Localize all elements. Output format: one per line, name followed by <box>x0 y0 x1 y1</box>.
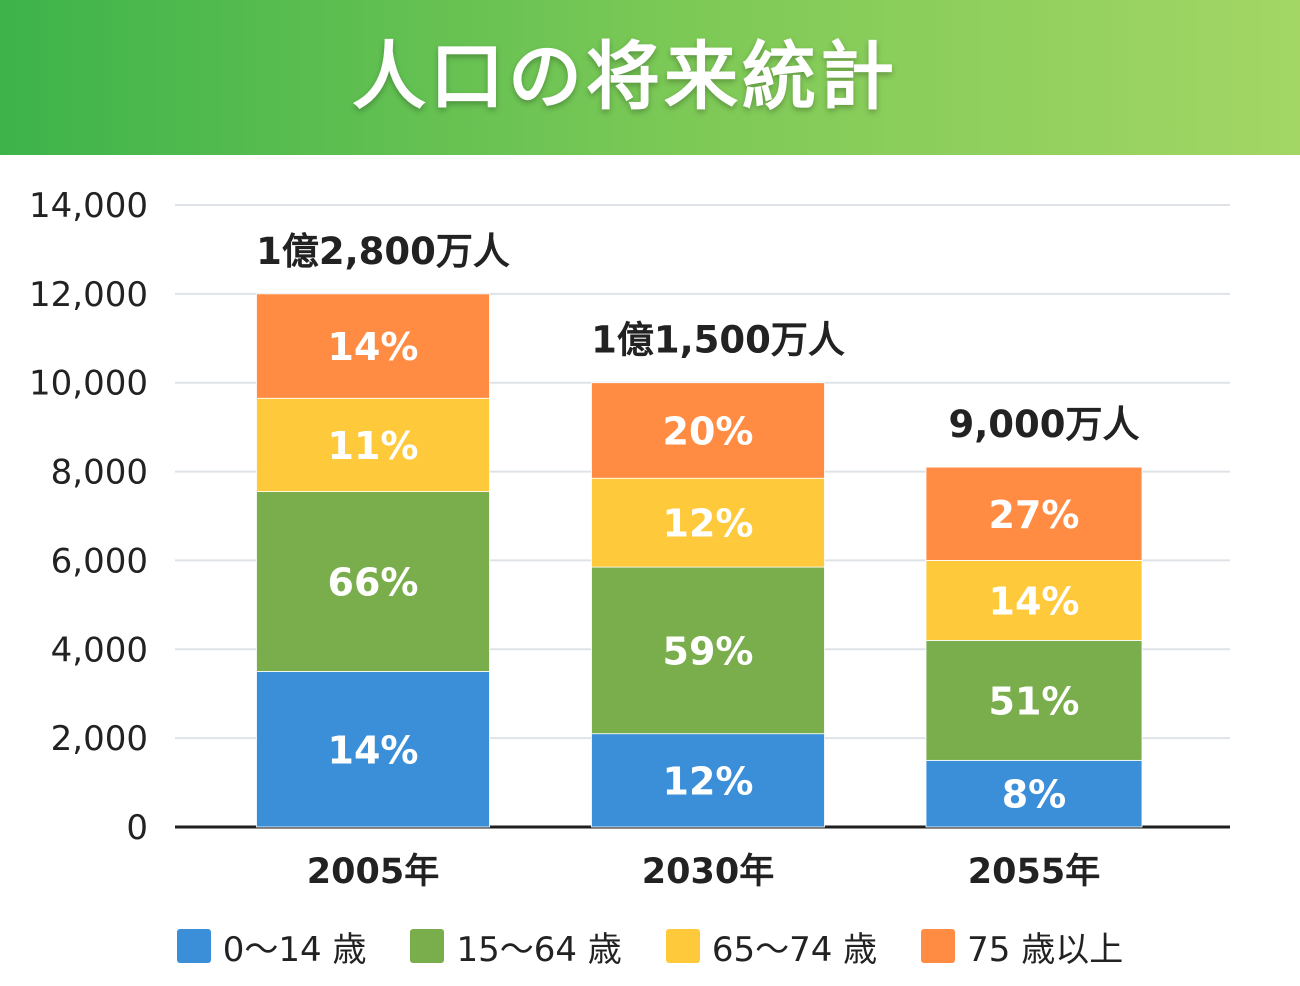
segment-label-1-2: 12% <box>663 502 754 546</box>
y-tick-label-4: 8,000 <box>51 453 148 493</box>
legend-swatch-0-14 <box>176 929 211 963</box>
legend-item-0-14: 0〜14 歳 <box>176 922 367 971</box>
legend-label-65-74: 65〜74 歳 <box>711 929 878 970</box>
y-tick-label-0: 0 <box>126 808 148 848</box>
x-tick-label-1: 2030年 <box>642 852 774 892</box>
total-label-2: 9,000万人 <box>948 403 1139 446</box>
total-label-0: 1億2,800万人 <box>256 230 510 273</box>
segment-label-0-3: 14% <box>328 325 419 369</box>
legend-item-65-74: 65〜74 歳 <box>665 922 878 971</box>
bar-segment-2-1 <box>925 639 1143 761</box>
y-tick-label-6: 12,000 <box>29 275 148 315</box>
header-banner: 人口の将来統計 <box>0 0 1300 155</box>
legend-swatch-75-plus <box>921 929 956 963</box>
segment-label-2-2: 14% <box>989 579 1080 623</box>
segment-label-1-0: 12% <box>663 759 754 803</box>
segment-label-1-3: 20% <box>663 409 754 453</box>
segment-label-0-1: 66% <box>328 561 419 605</box>
legend-label-0-14: 0〜14 歳 <box>222 929 367 970</box>
page-title: 人口の将来統計 <box>352 34 898 120</box>
x-tick-label-0: 2005年 <box>307 852 439 892</box>
legend-label-15-64: 15〜64 歳 <box>456 929 622 970</box>
y-tick-label-2: 4,000 <box>51 630 148 670</box>
bar-segment-0-3 <box>256 293 490 399</box>
y-tick-label-1: 2,000 <box>51 719 148 759</box>
bar-segment-0-2 <box>256 397 490 492</box>
legend-item-15-64: 15〜64 歳 <box>410 922 622 971</box>
segment-label-2-3: 27% <box>989 493 1080 537</box>
y-tick-label-7: 14,000 <box>29 186 148 226</box>
bar-segment-1-3 <box>591 382 825 479</box>
total-label-1: 1億1,500万人 <box>591 319 845 362</box>
segment-label-0-0: 14% <box>328 728 419 772</box>
bar-segment-2-3 <box>925 466 1143 561</box>
segment-label-2-0: 8% <box>1002 773 1067 817</box>
legend-item-75-plus: 75 歳以上 <box>921 922 1123 971</box>
bar-segment-0-1 <box>256 491 490 672</box>
bar-segment-1-1 <box>591 566 825 735</box>
bar-segment-2-0 <box>925 759 1143 828</box>
segment-label-1-1: 59% <box>663 629 754 673</box>
chart-area: 0 2,000 4,000 6,000 8,000 10,000 12,000 14,000 1… <box>0 155 1300 986</box>
bar-segment-1-0 <box>591 733 825 828</box>
bar-segment-2-2 <box>925 560 1143 641</box>
y-tick-label-3: 6,000 <box>51 541 148 581</box>
legend: 0〜14 歳 15〜64 歳 65〜74 歳 75 歳以上 <box>0 918 1300 974</box>
stacked-bar-chart: 0 2,000 4,000 6,000 8,000 10,000 12,000 14,000 1… <box>29 186 1230 892</box>
bar-segment-0-0 <box>256 671 490 828</box>
x-tick-label-2: 2055年 <box>968 852 1100 892</box>
segment-label-2-1: 51% <box>989 679 1080 723</box>
legend-swatch-15-64 <box>410 929 445 963</box>
segment-label-0-2: 11% <box>328 424 419 468</box>
legend-label-75-plus: 75 歳以上 <box>967 929 1124 970</box>
legend-swatch-65-74 <box>665 929 700 963</box>
y-tick-label-5: 10,000 <box>29 364 148 404</box>
